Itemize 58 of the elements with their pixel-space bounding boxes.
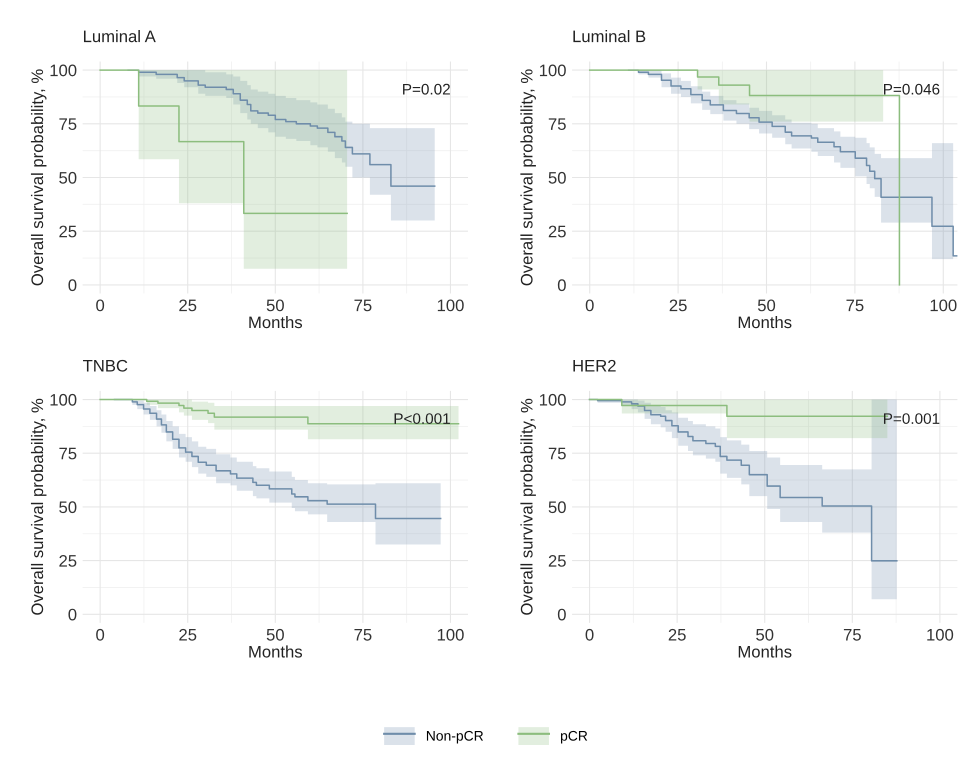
x-tick-label: 100: [438, 628, 464, 641]
x-tick-label: 50: [266, 628, 284, 641]
y-axis-title: Overall survival probability, %: [520, 398, 536, 615]
y-tick-label: 50: [548, 501, 566, 514]
x-tick-label: 50: [758, 299, 776, 312]
y-tick-label: 25: [59, 226, 76, 238]
y-tick-label: 100: [50, 64, 76, 76]
x-tick-label: 25: [179, 628, 196, 641]
y-tick-label: 50: [548, 172, 566, 184]
x-tick-label: 0: [586, 299, 594, 312]
legend-label: pCR: [560, 730, 588, 744]
y-tick-label: 75: [59, 448, 76, 460]
y-tick-label: 50: [59, 172, 76, 184]
chart-title: HER2: [573, 360, 616, 372]
chart-title: Luminal A: [84, 30, 156, 42]
y-tick-label: 100: [540, 64, 566, 76]
x-tick-label: 75: [354, 629, 372, 641]
x-axis-title: Months: [738, 316, 792, 328]
x-tick-label: 50: [756, 628, 774, 641]
x-tick-label: 75: [354, 300, 372, 312]
annotation: P=0.02: [403, 84, 450, 95]
y-tick-label: 0: [68, 608, 76, 620]
chart-title: Luminal B: [573, 30, 646, 42]
y-tick-label: 0: [558, 608, 566, 620]
x-tick-label: 25: [670, 299, 687, 312]
y-tick-label: 100: [50, 394, 76, 406]
y-tick-label: 25: [548, 555, 566, 567]
x-tick-label: 100: [930, 299, 957, 312]
y-tick-label: 0: [558, 279, 566, 292]
x-axis-title: Months: [249, 316, 302, 328]
x-tick-label: 75: [844, 629, 861, 641]
annotation: P=0.046: [884, 84, 940, 95]
y-axis-title: Overall survival probability, %: [30, 398, 46, 615]
x-tick-label: 25: [179, 299, 196, 312]
y-tick-label: 25: [548, 226, 566, 238]
y-tick-label: 50: [59, 501, 76, 514]
y-tick-label: 75: [59, 118, 76, 130]
annotation: P=0.001: [884, 413, 940, 424]
x-tick-label: 100: [927, 628, 954, 641]
x-tick-label: 75: [846, 300, 864, 312]
y-axis-title: Overall survival probability, %: [520, 69, 536, 286]
x-tick-label: 50: [266, 299, 284, 312]
legend-label: Non-pCR: [426, 730, 484, 744]
y-tick-label: 75: [548, 448, 566, 460]
x-tick-label: 25: [668, 628, 686, 641]
x-tick-label: 0: [96, 299, 104, 312]
x-tick-label: 100: [438, 299, 464, 312]
x-axis-title: Months: [738, 645, 792, 658]
x-tick-label: 0: [586, 628, 594, 641]
y-tick-label: 25: [59, 555, 76, 567]
y-axis-title: Overall survival probability, %: [30, 69, 46, 286]
y-tick-label: 100: [540, 394, 566, 406]
annotation: P<0.001: [394, 413, 450, 424]
y-tick-label: 0: [68, 279, 76, 292]
chart-title: TNBC: [82, 360, 128, 372]
y-tick-label: 75: [548, 118, 566, 130]
x-axis-title: Months: [249, 645, 302, 658]
x-tick-label: 0: [96, 628, 104, 641]
